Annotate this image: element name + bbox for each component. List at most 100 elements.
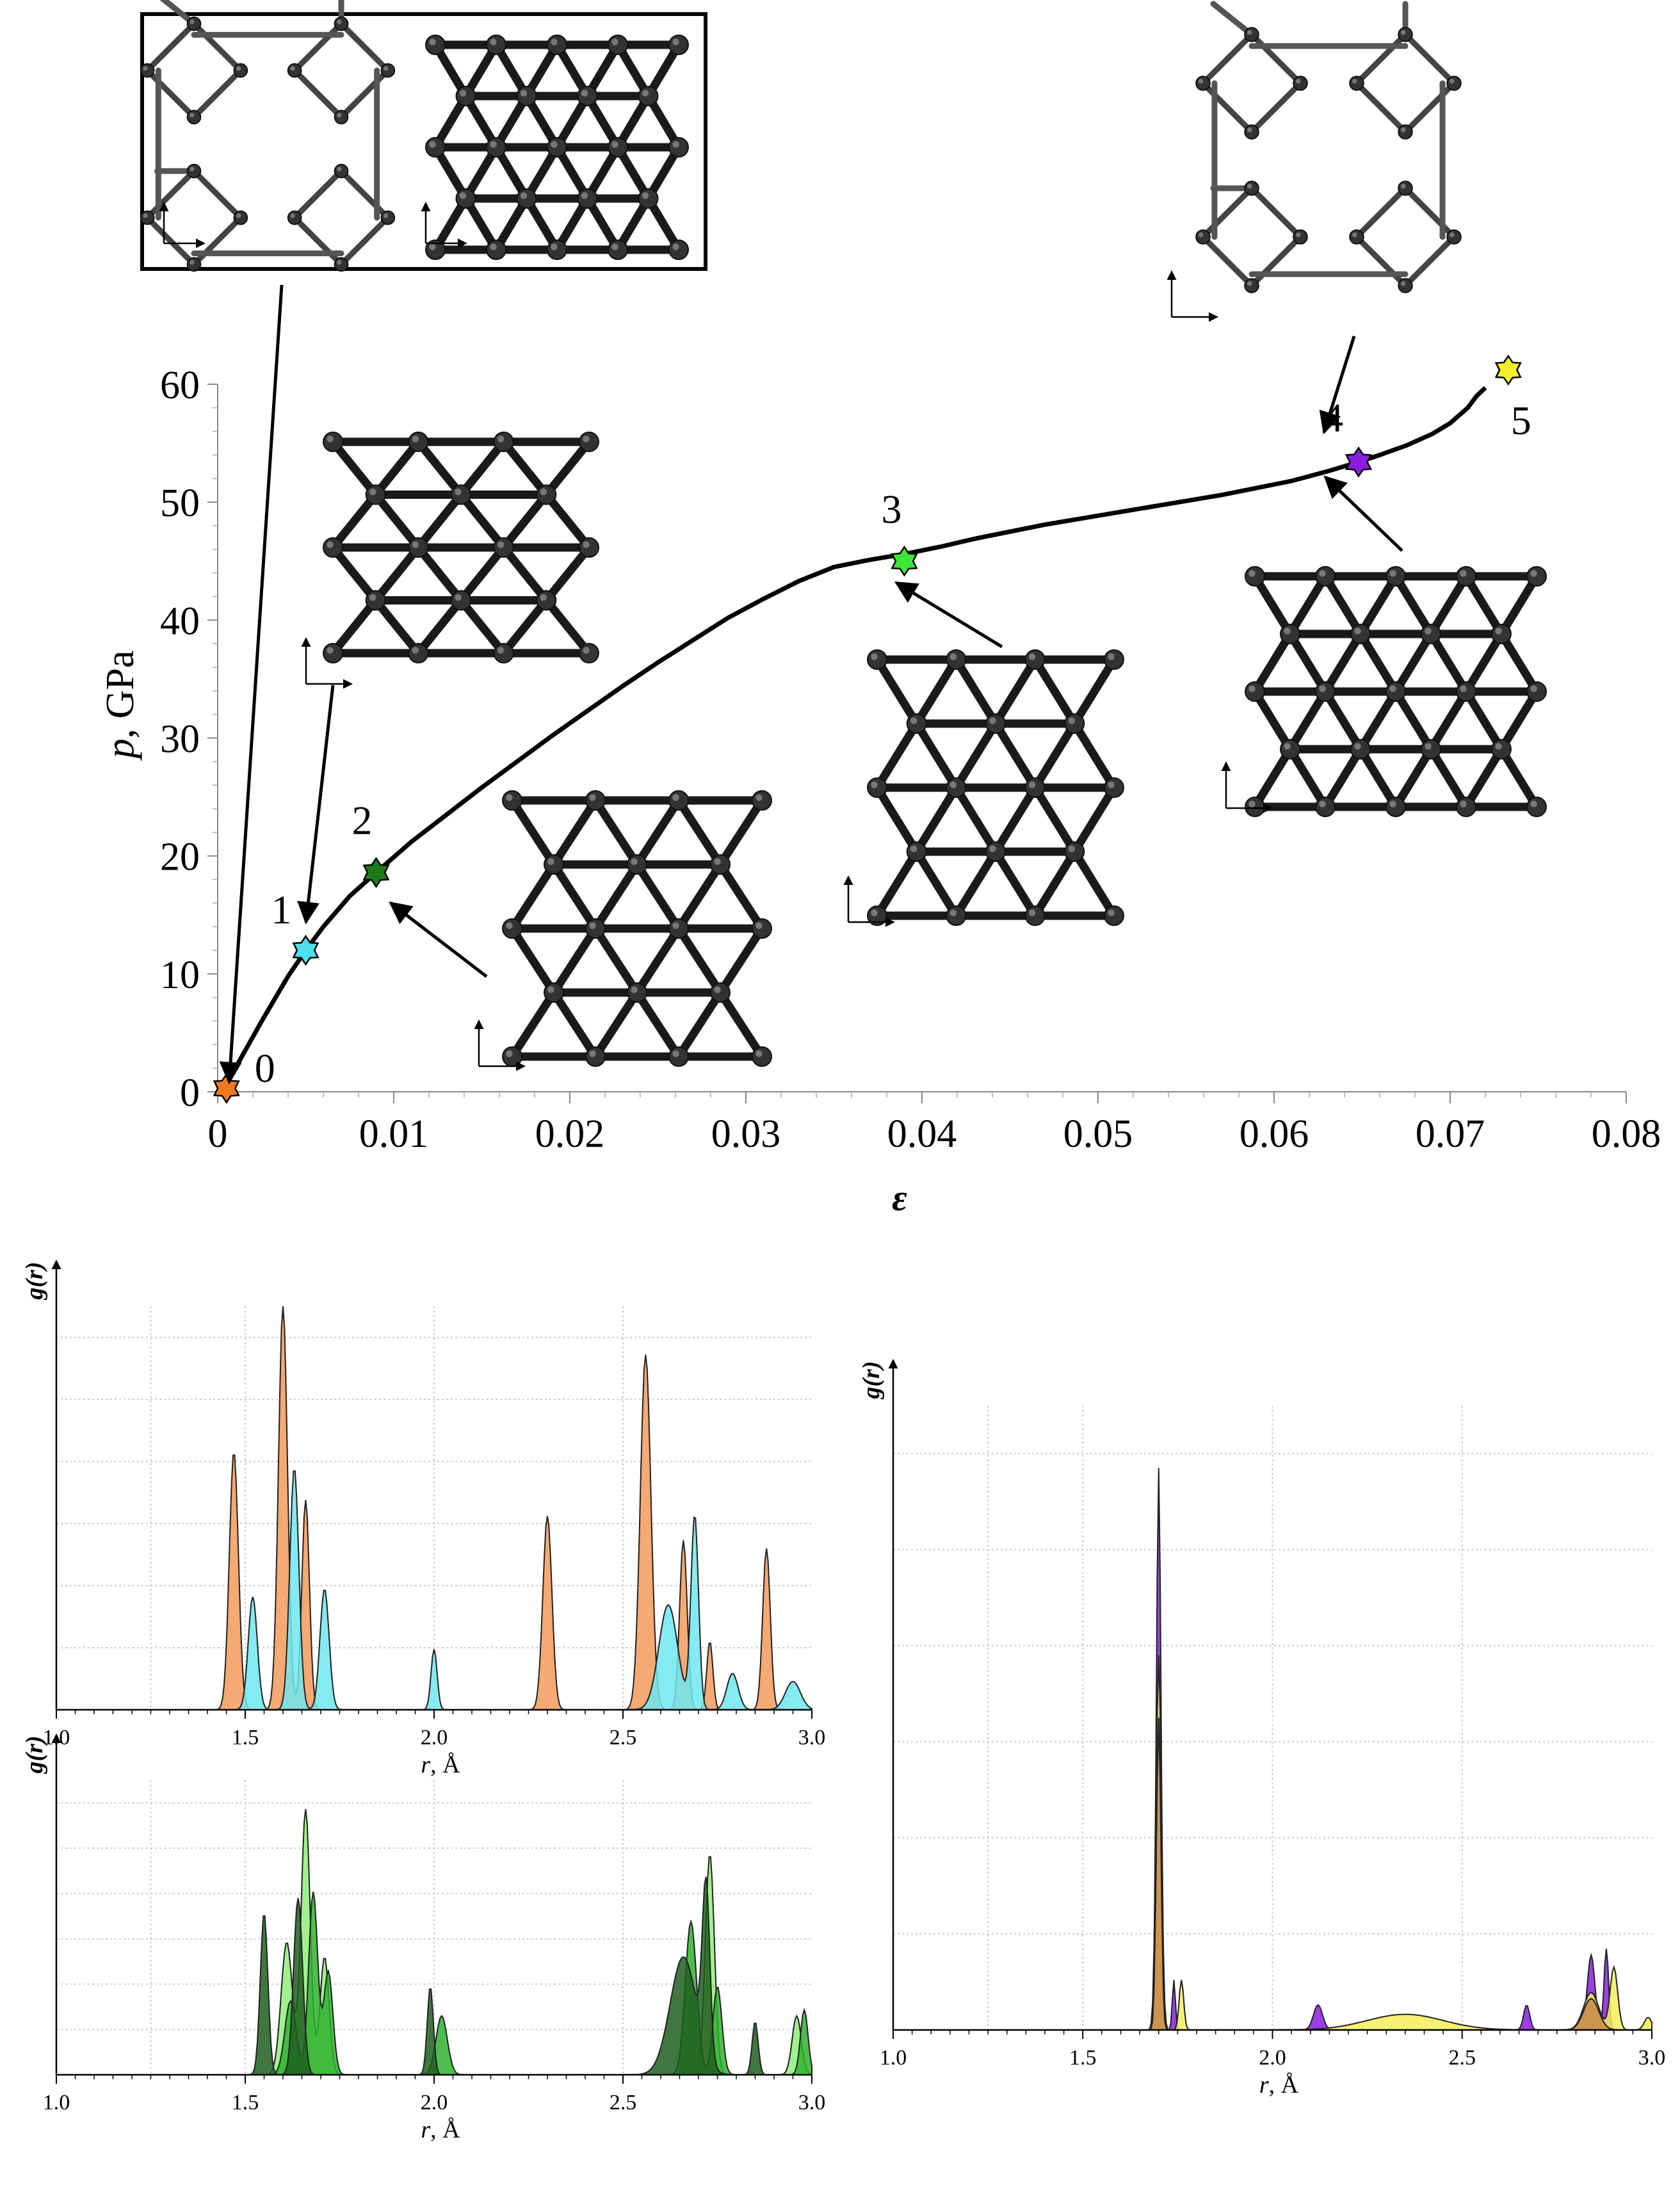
atom-highlight [490,141,497,148]
atom-highlight [1198,78,1204,84]
atom-sphere [536,590,557,611]
atom-highlight [369,594,376,601]
atom-highlight [1296,232,1301,238]
atom-sphere [408,537,429,558]
atom-highlight [1389,570,1396,577]
atom-sphere [408,643,429,663]
atom-sphere [1064,841,1085,862]
atom-highlight [1460,570,1467,577]
bond [144,215,197,268]
atom-highlight [583,647,590,654]
bond [1070,655,1119,728]
main-x-axis-label: ε [892,1177,907,1219]
atom-sphere [1526,566,1547,587]
atom-sphere [140,210,155,225]
bond [1070,719,1119,792]
atom-sphere [1398,124,1413,140]
atom-sphere [455,188,476,209]
atom-sphere [577,86,598,106]
rdf-x-axis-label-var: r [421,1751,430,1778]
atom-sphere [585,790,606,811]
atom-highlight [714,858,721,865]
atom-highlight [337,260,342,265]
arrow-to-point-4-bottom [1323,475,1403,552]
atom-highlight [506,922,513,929]
atom-highlight [337,113,342,118]
atom-sphere [186,163,202,179]
atom-highlight [1495,743,1502,750]
bond [338,20,391,74]
atom-sphere [547,137,567,158]
atom-sphere [493,643,514,663]
atom-sphere [867,649,887,670]
bond [508,796,558,869]
atom-highlight [1248,800,1256,807]
atom-sphere [710,854,731,875]
atom-highlight [1247,183,1252,189]
bond [414,491,465,552]
bond [549,860,600,933]
structure-insets [140,0,1547,1071]
rdf-x-axis-label-unit: , Å [1269,2072,1299,2098]
atom-sphere [1385,681,1406,702]
atom-sphere [608,239,628,260]
atom-highlight [949,909,957,916]
atom-highlight [547,858,554,865]
atom-sphere [451,484,471,505]
atom-highlight [290,213,295,218]
atom-highlight [1495,628,1502,635]
atom-sphere [1244,181,1259,196]
bond [1250,745,1295,811]
atom-highlight [581,192,588,199]
atom-highlight [631,986,638,993]
rdf-panel-bottom-left: 1.0 1.5 2.0 2.5 3.0r, Åg(r) [21,1733,825,2143]
atom-sphere [906,841,927,862]
bond [1200,31,1255,86]
atom-sphere [1398,27,1413,42]
bond [1286,572,1330,638]
bond [542,437,594,499]
atom-sphere [486,137,506,158]
main-y-axis-label-unit: , GPa [99,651,142,739]
atom-sphere [486,35,506,55]
atom-highlight [1108,653,1115,660]
atom-sphere [1280,624,1300,644]
bond [1426,745,1471,811]
bond [1353,234,1409,289]
annotation-arrows [219,284,1403,1085]
bond [951,783,1000,856]
atom-highlight [369,488,376,496]
arrow-to-point-2 [389,901,488,978]
atom-highlight [455,594,462,601]
atom-highlight [871,781,878,788]
bond [1250,572,1295,638]
atom-sphere [516,188,537,209]
atom-highlight [520,192,528,199]
atom-highlight [589,922,596,929]
atom-highlight [672,141,679,148]
atom-highlight [871,909,878,916]
bond [873,655,921,728]
atom-sphere [1315,681,1336,702]
rdf-x-tick-label: 1.0 [43,2091,70,2114]
atom-sphere [1526,797,1547,817]
atom-sphere [425,137,446,158]
atom-sphere [1104,777,1124,798]
bond [414,437,465,499]
main-y-axis-label: p, GPa [99,651,142,761]
rdf-x-axis-label-unit: , Å [430,2116,460,2143]
atom-sphere [323,432,343,452]
bond [499,491,551,552]
bond [542,491,594,552]
stage-point-2 [362,857,390,888]
stage-point-4 [1345,446,1373,478]
atom-highlight [506,794,513,801]
arrow-to-point-1 [297,685,335,925]
bond [674,796,725,869]
atom-sphere [579,432,599,452]
stage-point-label-2: 2 [352,797,373,843]
inset-stage-3-structure [843,649,1124,927]
bond [1426,572,1471,638]
rdf-x-axis-label-var: r [421,2116,430,2143]
atom-highlight [1319,570,1326,577]
